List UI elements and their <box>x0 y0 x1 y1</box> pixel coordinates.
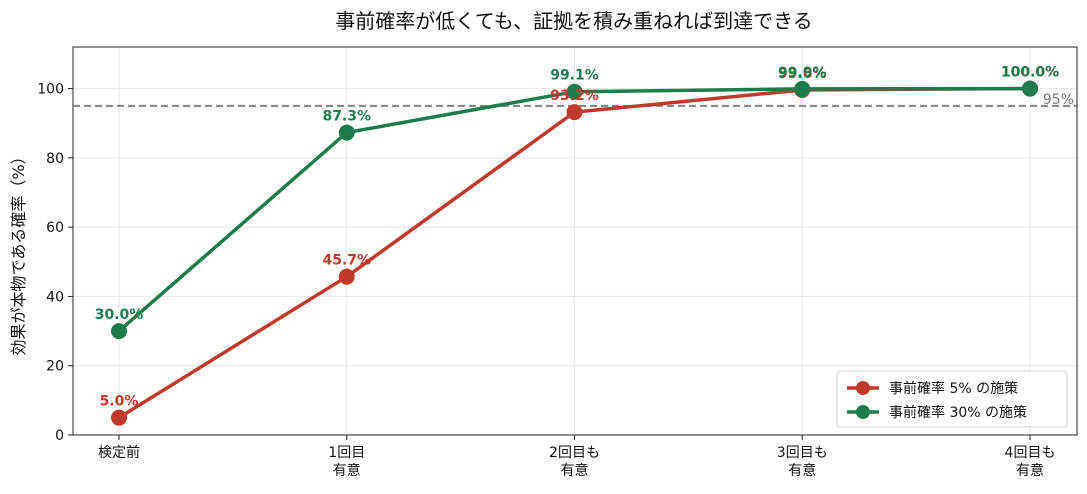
x-tick-label-line: 有意 <box>561 462 589 479</box>
series-layer <box>111 80 1038 426</box>
data-labels: 5.0% 45.7% 93.2% 99.6% 100.0% 30.0% 87.3% 99.1%… <box>95 65 1059 410</box>
x-tick-label-line: 有意 <box>1016 462 1044 479</box>
series-1-point-2 <box>566 83 583 100</box>
x-tick-label-line: 有意 <box>788 462 816 479</box>
x-tick-label-2: 2回目も有意 <box>549 445 600 479</box>
series-1-point-3 <box>794 80 811 97</box>
series-1-point-0 <box>111 323 127 340</box>
series-1-point-1 <box>338 124 355 141</box>
series-0-data-label-0: 5.0% <box>100 394 139 410</box>
reference-line-label: 95% <box>1043 92 1074 108</box>
series-1-data-label-3: 99.9% <box>778 65 827 81</box>
y-tick-label-0: 0 <box>55 428 64 444</box>
legend-marker-0 <box>856 381 870 395</box>
x-tick-label-line: 検定前 <box>98 444 140 461</box>
x-tick-label-4: 4回目も有意 <box>1005 445 1056 479</box>
chart-title: 事前確率が低くても、証拠を積み重ねれば到達できる <box>335 9 812 33</box>
series-0-data-label-2: 93.2% <box>550 88 599 104</box>
y-axis-label: 効果が本物である確率（%） <box>9 148 28 355</box>
legend-marker-1 <box>856 405 870 419</box>
x-tick-label-line: 3回目も <box>777 445 828 461</box>
series-1-point-4 <box>1022 80 1038 97</box>
series-0-data-label-4: 100.0% <box>1001 65 1059 81</box>
series-1-data-label-4: 100.0% <box>1001 65 1059 81</box>
x-tick-label-3: 3回目も有意 <box>777 445 828 479</box>
y-tick-label-1: 20 <box>46 359 64 375</box>
x-tick-label-1: 1回目有意 <box>328 445 365 479</box>
series-1-data-label-0: 30.0% <box>95 307 144 323</box>
series-0-data-label-1: 45.7% <box>322 253 371 269</box>
series-1-data-label-2: 99.1% <box>550 68 599 84</box>
y-tick-label-2: 40 <box>46 289 64 305</box>
legend-label-0: 事前確率 5% の施策 <box>889 380 1018 397</box>
series-1-data-label-1: 87.3% <box>322 109 371 125</box>
legend-box <box>836 370 1068 428</box>
y-tick-label-4: 80 <box>46 151 64 167</box>
legend-label-1: 事前確率 30% の施策 <box>889 404 1027 421</box>
series-0-point-1 <box>338 268 355 285</box>
x-tick-label-0: 検定前 <box>98 444 140 461</box>
x-tick-label-line: 4回目も <box>1005 445 1056 461</box>
y-tick-label-5: 100 <box>37 82 64 98</box>
x-tick-label-line: 有意 <box>333 462 361 479</box>
x-tick-label-line: 1回目 <box>328 445 365 461</box>
series-0-data-label-3: 99.6% <box>778 66 827 82</box>
series-0-point-0 <box>111 409 127 426</box>
series-0-point-2 <box>566 104 583 121</box>
x-tick-label-line: 2回目も <box>549 445 600 461</box>
y-tick-label-3: 60 <box>46 220 64 236</box>
